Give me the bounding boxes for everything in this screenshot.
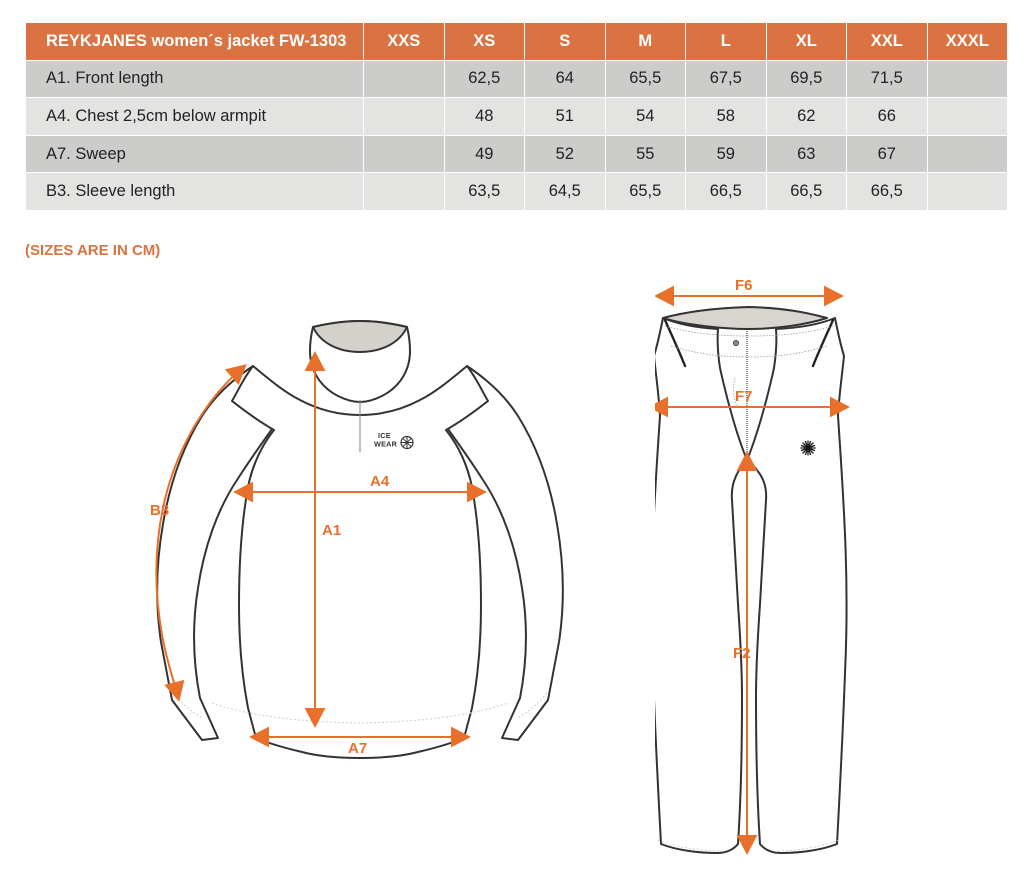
svg-text:F6: F6 [735, 280, 753, 294]
svg-text:A1: A1 [322, 522, 341, 539]
svg-text:B3: B3 [150, 502, 169, 519]
svg-text:F7: F7 [735, 388, 753, 405]
svg-text:A7: A7 [348, 740, 367, 757]
svg-text:F2: F2 [733, 645, 751, 662]
svg-text:A4: A4 [370, 473, 390, 490]
svg-text:WEAR: WEAR [374, 440, 398, 449]
